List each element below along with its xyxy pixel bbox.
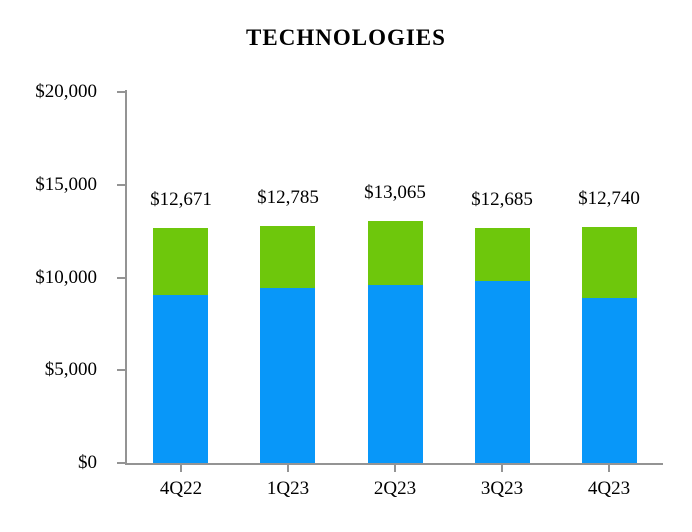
bar-total-label: $12,671 bbox=[150, 189, 212, 210]
chart-title: TECHNOLOGIES bbox=[246, 25, 446, 50]
bar-segment-green-top-segment bbox=[582, 226, 637, 299]
y-axis-label: $15,000 bbox=[35, 173, 97, 195]
y-tick bbox=[117, 462, 127, 464]
bar-segment-green-top-segment bbox=[475, 227, 530, 282]
bar-segment-blue-bottom-segment bbox=[582, 298, 637, 463]
bar-segment-green-top-segment bbox=[368, 220, 423, 285]
y-tick bbox=[117, 183, 127, 186]
x-axis-label: 3Q23 bbox=[480, 478, 524, 499]
bar-total-label: $12,685 bbox=[471, 189, 533, 210]
y-axis-label: $10,000 bbox=[35, 266, 97, 288]
y-tick bbox=[117, 276, 127, 279]
bar-segment-blue-bottom-segment bbox=[368, 284, 423, 463]
x-tick bbox=[394, 465, 396, 472]
x-axis-label: 4Q23 bbox=[587, 478, 631, 499]
x-tick bbox=[608, 465, 610, 472]
bar-segment-blue-bottom-segment bbox=[153, 295, 208, 463]
x-axis-label: 2Q23 bbox=[373, 478, 417, 499]
bar-segment-green-top-segment bbox=[153, 227, 208, 296]
y-axis-label: $0 bbox=[78, 452, 97, 473]
bar-segment-blue-bottom-segment bbox=[475, 281, 530, 463]
x-tick bbox=[501, 465, 503, 472]
y-tick bbox=[117, 91, 127, 93]
y-tick bbox=[117, 369, 127, 372]
bar-total-label: $12,740 bbox=[578, 188, 640, 209]
x-axis-label: 4Q22 bbox=[159, 478, 203, 499]
bar-segment-green-top-segment bbox=[260, 225, 315, 288]
bar-segment-blue-bottom-segment bbox=[260, 287, 315, 463]
bar-total-label: $13,065 bbox=[364, 182, 426, 203]
y-axis-label: $20,000 bbox=[35, 81, 97, 102]
x-axis-label: 1Q23 bbox=[266, 478, 310, 499]
y-axis-label: $5,000 bbox=[44, 359, 97, 381]
x-tick bbox=[287, 465, 289, 472]
x-axis-line bbox=[125, 463, 663, 465]
x-tick bbox=[180, 465, 182, 472]
bar-total-label: $12,785 bbox=[257, 187, 319, 208]
